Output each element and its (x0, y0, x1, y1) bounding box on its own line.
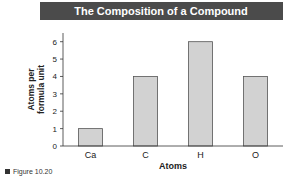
caption: Figure 10.20 (13, 168, 52, 176)
title: The Composition of a Compound (74, 5, 248, 17)
x-tick-label: O (252, 150, 259, 160)
y-tick (60, 59, 63, 60)
bar (244, 76, 268, 146)
y-tick (60, 93, 63, 94)
y-axis (63, 33, 64, 146)
y-tick (60, 146, 63, 147)
y-tick-label: 2 (53, 107, 58, 116)
y-tick-label: 0 (53, 142, 58, 151)
x-tick-label: C (142, 150, 149, 160)
title-bar (40, 2, 283, 20)
y-tick-label: 4 (53, 72, 58, 81)
y-label-line: Atoms per (26, 68, 36, 111)
x-tick-label: Ca (85, 150, 97, 160)
bar (79, 129, 103, 146)
y-tick-label: 3 (53, 90, 58, 99)
bar (134, 76, 158, 146)
caption-square (5, 169, 10, 174)
y-tick (60, 76, 63, 77)
chart: The Composition of a Compound 0 1 2 3 4 5 6 Ca C H… (0, 0, 285, 178)
y-label: Atoms performula unit (26, 65, 46, 114)
y-tick-label: 1 (53, 125, 58, 134)
y-tick-label: 6 (53, 38, 58, 47)
y-tick (60, 111, 63, 112)
y-label-line: formula unit (36, 65, 46, 114)
x-tick-label: H (197, 150, 204, 160)
x-label: Atoms (159, 161, 187, 171)
y-tick (60, 41, 63, 42)
bar (189, 42, 213, 146)
y-tick-label: 5 (53, 55, 58, 64)
x-axis (63, 146, 283, 147)
y-tick (60, 128, 63, 129)
